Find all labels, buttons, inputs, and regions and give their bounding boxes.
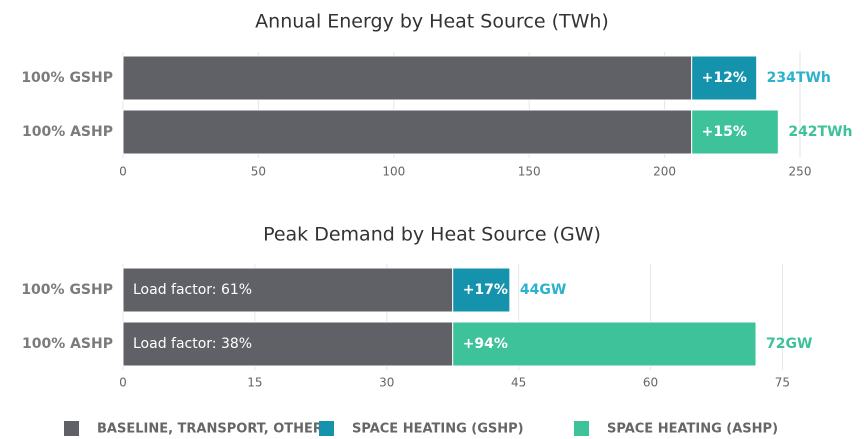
bar-segment [452,321,757,367]
segment-label: +15% [702,124,747,140]
x-tick-label: 45 [511,376,526,390]
chart-title: Peak Demand by Heat Source (GW) [263,224,601,246]
bar-segment [122,267,454,313]
bar-segment [122,55,693,101]
x-tick-label: 75 [775,376,790,390]
total-label: 44GW [520,282,566,298]
legend-swatch [574,421,589,436]
chart-title: Annual Energy by Heat Source (TWh) [255,11,609,33]
segment-label: +12% [702,70,747,86]
x-tick-label: 60 [643,376,658,390]
bar-segment [691,109,779,155]
segment-label: Load factor: 61% [133,282,252,298]
bar-segment [691,55,758,101]
total-label: 234TWh [767,70,831,86]
bar-segment [452,267,511,313]
category-label: 100% ASHP [22,124,113,140]
x-tick-label: 50 [251,165,266,179]
total-label: 242TWh [788,124,852,140]
legend-label: SPACE HEATING (ASHP) [607,422,778,437]
x-tick-label: 150 [518,165,541,179]
x-tick-label: 30 [379,376,394,390]
bar-segment [122,321,454,367]
x-tick-label: 250 [789,165,812,179]
legend-swatch [319,421,334,436]
legend-label: BASELINE, TRANSPORT, OTHER [97,422,323,437]
x-tick-label: 0 [119,376,127,390]
x-tick-label: 0 [119,165,127,179]
legend-swatch [64,421,79,436]
category-label: 100% GSHP [21,70,113,86]
bar-segment [122,109,693,155]
legend-label: SPACE HEATING (GSHP) [352,422,524,437]
x-tick-label: 200 [653,165,676,179]
segment-label: +94% [463,336,508,352]
segment-label: +17% [463,282,508,298]
x-tick-label: 100 [382,165,405,179]
x-tick-label: 15 [247,376,262,390]
total-label: 72GW [766,336,812,352]
category-label: 100% GSHP [21,282,113,298]
category-label: 100% ASHP [22,336,113,352]
segment-label: Load factor: 38% [133,336,252,352]
